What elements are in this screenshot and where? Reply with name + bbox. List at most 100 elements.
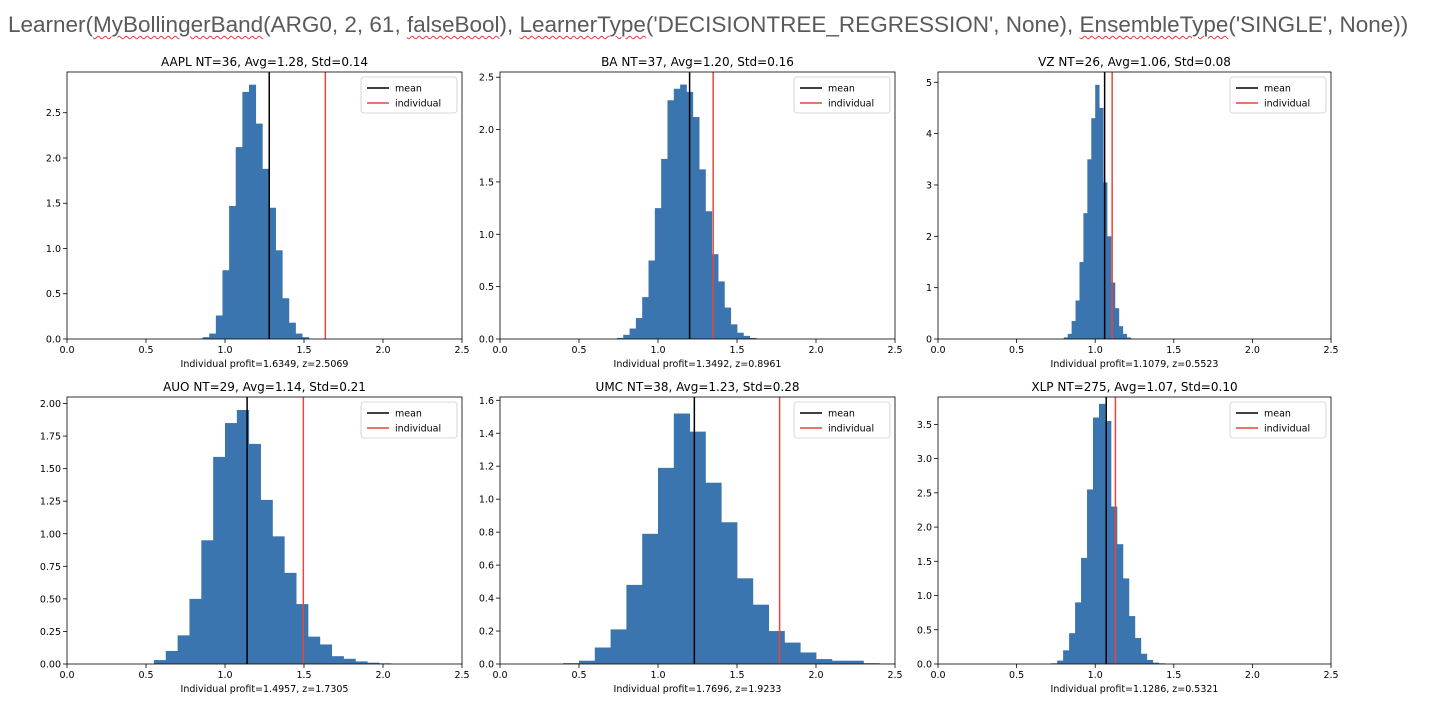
legend: mean individual	[793, 76, 891, 114]
y-tick-label: 3.5	[917, 420, 932, 431]
plot-frame	[937, 396, 1332, 665]
chart-title: BA NT=37, Avg=1.20, Std=0.16	[601, 55, 794, 69]
histogram-bar	[296, 604, 309, 664]
y-tick-label: 0.5	[917, 625, 932, 636]
legend-label: mean	[395, 409, 422, 420]
y-tick-label: 5	[926, 78, 932, 89]
y-tick-label: 0.75	[40, 562, 61, 573]
legend-label: individual	[1264, 424, 1310, 435]
histogram-bar	[272, 536, 285, 664]
y-tick-label: 0.0	[479, 335, 494, 346]
plot-frame	[499, 71, 896, 340]
title-flagged-word: falseBool	[406, 12, 500, 37]
x-tick-label: 0.5	[138, 670, 153, 681]
histogram-bar	[288, 322, 296, 339]
y-tick-label: 1.75	[40, 432, 61, 443]
x-tick-label: 1.5	[729, 345, 744, 356]
y-tick-label: 0.0	[46, 335, 61, 346]
histogram-panel: 0.0 0.5 1.0 1.5 2.0 2.5 0.00 0.25 0.50 0.75 1.00 1.…	[40, 380, 470, 695]
histogram-bar	[302, 337, 310, 339]
legend: mean individual	[360, 76, 458, 114]
y-tick-label: 1.0	[479, 495, 494, 506]
histogram-bar	[1126, 337, 1131, 339]
title-text: ('SINGLE', None))	[1228, 12, 1409, 37]
legend: mean individual	[1229, 76, 1327, 114]
legend-label: individual	[395, 424, 441, 435]
histogram-bar	[1081, 557, 1088, 664]
histogram-bar	[616, 337, 624, 339]
y-tick-label: 0.2	[479, 627, 494, 638]
histogram-bar	[1128, 616, 1136, 664]
x-tick-label: 0.0	[930, 670, 945, 681]
y-tick-label: 0.5	[46, 289, 61, 300]
histogram-bar	[355, 661, 368, 664]
y-tick-label: 2.0	[917, 523, 932, 534]
histogram-bar	[800, 652, 817, 664]
histogram-panel: 0.0 0.5 1.0 1.5 2.0 2.5 0.0 0.5 1.0 1.5 2.0 2.5 3.0 3…	[917, 380, 1339, 695]
title-text: ),	[499, 12, 520, 37]
legend-label: mean	[395, 84, 422, 95]
x-tick-label: 0.5	[138, 345, 153, 356]
histogram-bar	[1095, 84, 1100, 339]
y-tick-label: 2.5	[46, 108, 61, 119]
histogram-bar	[705, 482, 722, 664]
histogram-bar	[721, 522, 738, 664]
histogram-bar	[153, 660, 167, 664]
title-flagged-word: EnsembleType	[1079, 12, 1229, 37]
chart-title: AAPL NT=36, Avg=1.28, Std=0.14	[161, 55, 368, 69]
y-tick-label: 1.0	[46, 244, 61, 255]
histogram-bar	[1069, 633, 1076, 664]
histogram-bar	[1140, 653, 1148, 664]
y-tick-label: 1.5	[479, 177, 494, 188]
plot-frame	[66, 396, 463, 665]
histogram-bar	[1110, 282, 1116, 339]
y-tick-label: 1	[926, 283, 932, 294]
legend-label: mean	[828, 84, 855, 95]
y-tick-label: 0	[926, 335, 932, 346]
histogram-bar	[1087, 489, 1094, 664]
y-tick-label: 1.50	[40, 464, 61, 475]
histogram-bar	[1134, 637, 1142, 664]
histogram-panel: 0.0 0.5 1.0 1.5 2.0 2.5 0.0 0.2 0.4 0.6 0.8 1.0 1.2 1…	[479, 380, 903, 695]
x-axis-label: Individual profit=1.6349, z=2.5069	[181, 359, 349, 370]
histogram-bar	[816, 659, 833, 664]
histogram-bar	[201, 540, 214, 664]
histogram-bar	[658, 467, 675, 664]
histogram-bar	[331, 656, 344, 664]
y-tick-label: 1.5	[46, 199, 61, 210]
histogram-bar	[1118, 326, 1124, 339]
histogram-bar	[784, 642, 801, 664]
histogram-bar	[213, 456, 226, 664]
histogram-bar	[262, 168, 270, 339]
y-tick-label: 0.4	[479, 594, 494, 605]
y-tick-label: 0.6	[479, 561, 494, 572]
plot-frame	[499, 396, 896, 665]
histogram-panel: 0.0 0.5 1.0 1.5 2.0 2.5 0.0 0.5 1.0 1.5 2.0 2.5 AAPL…	[46, 55, 470, 370]
histogram-bar	[202, 337, 210, 339]
histogram-bar	[1057, 660, 1064, 664]
title-flagged-word: LearnerType	[519, 12, 646, 37]
histogram-bar	[1093, 417, 1100, 664]
y-tick-label: 0.50	[40, 594, 61, 605]
histogram-bar	[1098, 403, 1106, 664]
histogram-bar	[1071, 321, 1076, 339]
x-tick-label: 2.5	[887, 345, 902, 356]
x-tick-label: 1.0	[1088, 345, 1103, 356]
y-tick-label: 1.2	[479, 462, 494, 473]
histogram-bar	[673, 413, 690, 664]
x-tick-label: 2.0	[375, 345, 390, 356]
legend: mean individual	[793, 401, 891, 439]
histogram-bar	[165, 650, 178, 664]
plot-frame	[66, 71, 463, 340]
histogram-bar	[1152, 662, 1160, 664]
histogram-bar	[215, 315, 223, 339]
y-tick-label: 0.00	[40, 660, 61, 671]
histogram-bar	[743, 335, 751, 339]
histogram-bar	[1110, 506, 1118, 664]
legend-box	[1229, 76, 1327, 114]
legend-label: mean	[1264, 84, 1291, 95]
histogram-bar	[1091, 118, 1096, 340]
x-tick-label: 0.0	[492, 670, 507, 681]
y-tick-label: 1.25	[40, 497, 61, 508]
